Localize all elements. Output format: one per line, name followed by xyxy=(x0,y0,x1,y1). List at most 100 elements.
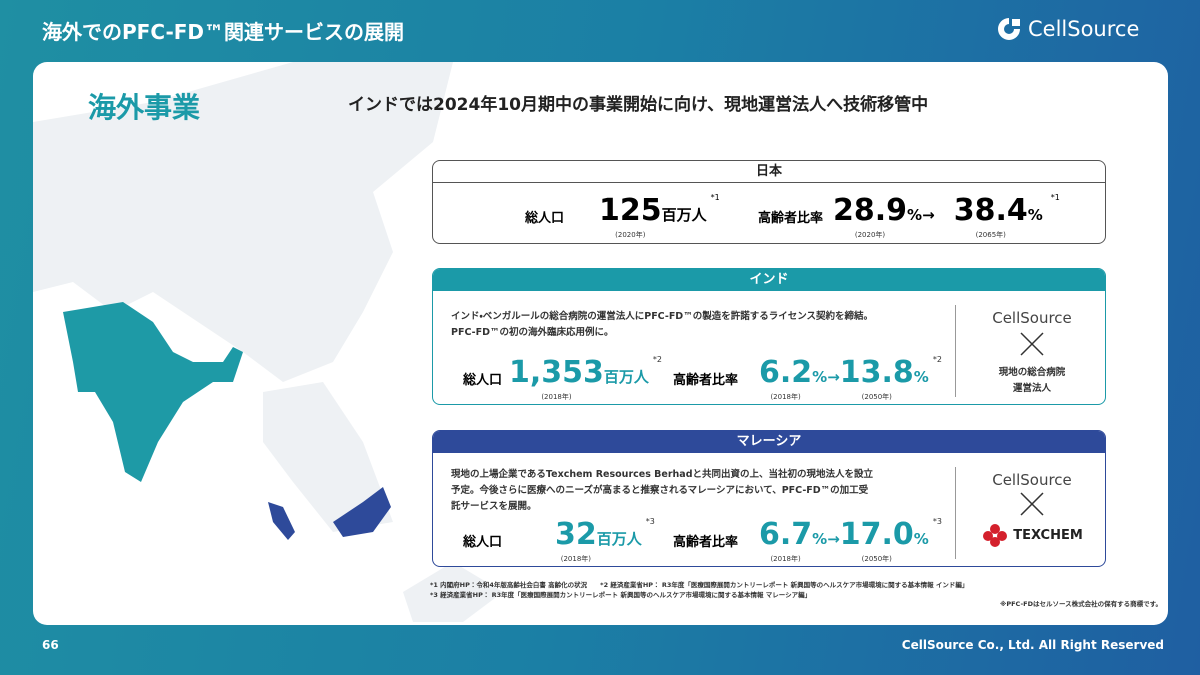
description: インド・ベンガルールの総合病院の運営法人にPFC-FD™の製造を許諾するライセン… xyxy=(451,309,873,341)
stat: 125 (2020年) xyxy=(599,193,662,239)
partner-panel: CellSource TEXCHEM xyxy=(967,471,1097,547)
value: 6.2 xyxy=(759,355,813,390)
divider xyxy=(955,467,956,559)
description-line: 予定。今後さらに医療へのニーズが高まると推察されるマレーシアにおいて、PFC-F… xyxy=(451,485,869,496)
year: (2018年) xyxy=(770,393,801,401)
year: (2018年) xyxy=(560,555,592,563)
year: (2020年) xyxy=(615,231,646,239)
description-line: インド・ベンガルールの総合病院の運営法人にPFC-FD™の製造を許諾するライセン… xyxy=(451,311,874,322)
partner-logo: CellSource xyxy=(992,471,1072,489)
partner-panel: CellSource 現地の総合病院 運営法人 xyxy=(967,309,1097,397)
india-box: インド インド・ベンガルールの総合病院の運営法人にPFC-FD™の製造を許諾する… xyxy=(432,268,1106,405)
page-number: 66 xyxy=(42,638,59,652)
partner-name: 現地の総合病院 xyxy=(998,367,1066,378)
stat-row: 6.7 (2018年) %→17.0 (2050年) %*3 xyxy=(759,517,942,563)
stat: 17.0 (2050年) xyxy=(839,517,914,563)
headline: インドでは2024年10月期中の事業開始に向け、現地運営法人へ技術移管中 xyxy=(348,95,929,115)
year: (2020年) xyxy=(854,231,886,239)
box-header: 日本 xyxy=(433,161,1105,183)
japan-box: 日本 総人口 125 (2020年) 百万人*1 高齢者比率 28.9 (2020年)… xyxy=(432,160,1106,244)
year: (2050年) xyxy=(861,393,892,401)
arrow: → xyxy=(827,368,840,386)
stat-row: 6.2 (2018年) %→13.8 (2050年) %*2 xyxy=(759,355,942,401)
partner-logo: CellSource xyxy=(992,309,1072,327)
box-header: マレーシア xyxy=(433,431,1105,453)
value: 38.4 xyxy=(953,193,1028,228)
stat: 6.2 (2018年) xyxy=(759,355,813,401)
note: *3 xyxy=(932,517,942,526)
value: 1,353 xyxy=(509,355,604,390)
stat-row: 32 (2018年) 百万人*3 xyxy=(555,517,655,563)
unit: 百万人 xyxy=(596,530,642,548)
map xyxy=(33,62,503,622)
section-title: 海外事業 xyxy=(88,91,201,124)
description-line: 現地の上場企業であるTexchem Resources Berhadと共同出資の… xyxy=(451,469,874,480)
label: 総人口 xyxy=(463,373,503,388)
stat: 38.4 (2065年) xyxy=(953,193,1028,239)
label: 高齢者比率 xyxy=(758,211,824,226)
description: 現地の上場企業であるTexchem Resources Berhadと共同出資の… xyxy=(451,467,873,515)
cross xyxy=(1020,332,1044,356)
note: *1 xyxy=(710,193,720,202)
arrow: → xyxy=(827,530,840,548)
label: 総人口 xyxy=(463,535,503,550)
logo-text: CellSource xyxy=(1028,17,1140,41)
slide-title: 海外でのPFC-FD™関連サービスの展開 xyxy=(42,20,405,44)
texchem-icon xyxy=(983,524,1008,547)
year: (2050年) xyxy=(861,555,892,563)
label: 総人口 xyxy=(525,211,565,226)
stat: 1,353 (2018年) xyxy=(509,355,604,401)
value: 28.9 xyxy=(833,193,908,228)
arrow: → xyxy=(922,206,935,224)
label: 総人口 xyxy=(525,207,564,226)
unit: % xyxy=(913,368,929,386)
year: (2065年) xyxy=(975,231,1006,239)
partner-name: TEXCHEM xyxy=(1013,527,1083,543)
value: 17.0 xyxy=(839,517,914,552)
value: 6.7 xyxy=(759,517,813,552)
note: *1 xyxy=(1050,193,1060,202)
partner-name: 運営法人 xyxy=(1012,383,1051,394)
year: (2018年) xyxy=(770,555,801,563)
note: *2 xyxy=(652,355,663,364)
footnote: *3 経済産業省HP： R3年度「医療国際展開カントリーレポート 新興国等のヘル… xyxy=(430,591,812,599)
stat: 13.8 (2050年) xyxy=(839,355,914,401)
label: 高齢者比率 xyxy=(673,373,739,388)
stat: 32 (2018年) xyxy=(555,517,597,563)
stat: 6.7 (2018年) xyxy=(759,517,813,563)
unit: % xyxy=(913,530,929,548)
unit: % xyxy=(812,368,828,386)
value: 32 xyxy=(555,517,597,552)
stat: 28.9 (2020年) xyxy=(833,193,908,239)
unit: 百万人 xyxy=(603,368,649,386)
description-line: 託サービスを展開。 xyxy=(451,501,537,512)
footnotes: *1 内閣府HP：令和4年版高齢社会白書 高齢化の状況 *2 経済産業省HP： … xyxy=(430,580,970,600)
texchem-logo: TEXCHEM xyxy=(967,523,1097,547)
logo-icon xyxy=(998,18,1020,40)
description-line: PFC-FD™の初の海外臨床応用例に。 xyxy=(451,327,614,338)
divider xyxy=(955,305,956,397)
malaysia-box: マレーシア 現地の上場企業であるTexchem Resources Berhad… xyxy=(432,430,1106,567)
year: (2018年) xyxy=(541,393,572,401)
stat-row: 1,353 (2018年) 百万人*2 xyxy=(509,355,663,401)
cross xyxy=(1020,492,1044,516)
header-logo: CellSource xyxy=(996,16,1139,42)
stat-row: 125 (2020年) 百万人*1 xyxy=(599,193,720,239)
note: *3 xyxy=(645,517,655,526)
stat-row: 28.9 (2020年) %→ 38.4 (2065年) %*1 xyxy=(833,193,1060,239)
copyright: CellSource Co., Ltd. All Right Reserved xyxy=(901,638,1164,652)
trademark-note: ※PFC-FDはセルソース株式会社の保有する商標です。 xyxy=(1000,600,1163,608)
box-header: インド xyxy=(433,269,1105,291)
label: 高齢者比率 xyxy=(673,535,739,550)
unit: % xyxy=(1027,206,1043,224)
note: *2 xyxy=(932,355,942,364)
footnote: *1 内閣府HP：令和4年版高齢社会白書 高齢化の状況 *2 経済産業省HP： … xyxy=(430,581,969,589)
value: 125 xyxy=(599,193,662,228)
unit: % xyxy=(812,530,828,548)
unit: % xyxy=(907,206,923,224)
value: 13.8 xyxy=(839,355,914,390)
unit: 百万人 xyxy=(661,206,707,224)
